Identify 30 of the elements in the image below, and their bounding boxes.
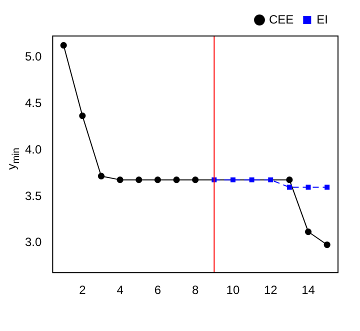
- point: [268, 177, 274, 182]
- point: [79, 112, 86, 120]
- y-tick-label: 4.0: [24, 142, 42, 156]
- x-tick-label: 8: [192, 283, 199, 298]
- y-tick-label: 5.0: [24, 50, 42, 64]
- point: [230, 177, 236, 182]
- y-tick-label: 3.0: [24, 235, 42, 250]
- x-tick-label: 10: [226, 283, 240, 298]
- point: [286, 176, 293, 184]
- point: [304, 228, 312, 236]
- x-tick-label: 2: [79, 283, 86, 298]
- point: [324, 241, 330, 248]
- point: [98, 172, 105, 180]
- point: [324, 184, 330, 190]
- x-tick-label: 4: [116, 283, 124, 298]
- point: [286, 184, 292, 190]
- x-tick-label: 12: [264, 283, 278, 298]
- point: [192, 176, 199, 184]
- x-tick-label: 14: [302, 283, 316, 298]
- point: [136, 176, 142, 184]
- x-tick-label: 6: [154, 283, 162, 298]
- point: [173, 176, 180, 184]
- legend-label: CEE: [268, 12, 294, 26]
- y-tick-label: 4.5: [24, 96, 42, 110]
- point: [60, 42, 67, 49]
- y-tick-label: 3.5: [24, 188, 42, 203]
- point: [249, 177, 254, 182]
- point: [154, 176, 161, 184]
- point: [116, 176, 124, 184]
- legend-label: EI: [316, 12, 328, 26]
